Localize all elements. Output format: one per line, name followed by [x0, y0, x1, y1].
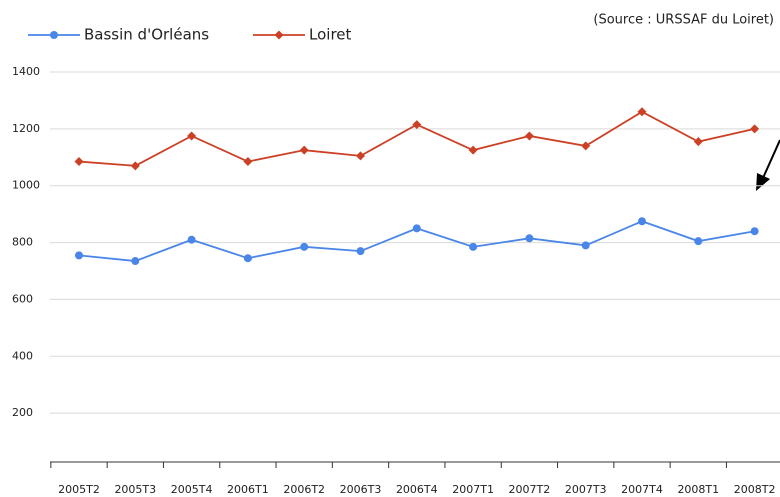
point: [693, 137, 703, 147]
y-tick-label: 400: [12, 349, 33, 362]
arrow: [756, 139, 780, 191]
point: [750, 124, 760, 134]
x-tick-label: 2007T3: [565, 483, 607, 496]
source-annotation: (Source : URSSAF du Loiret): [593, 13, 774, 28]
y-tick-label: 1400: [12, 65, 40, 78]
y-tick-label: 1200: [12, 122, 40, 135]
point: [75, 251, 83, 260]
point: [581, 141, 591, 151]
point: [412, 120, 422, 130]
x-tick-label: 2006T2: [283, 483, 325, 496]
point: [412, 224, 421, 233]
x-tick-label: 2008T1: [677, 483, 719, 496]
point: [187, 235, 196, 244]
point: [130, 161, 140, 171]
x-tick-label: 2007T1: [452, 483, 494, 496]
x-tick-label: 2005T2: [58, 483, 100, 496]
x-tick-label: 2007T2: [509, 483, 551, 496]
point: [187, 131, 197, 141]
point: [524, 131, 534, 141]
x-tick-label: 2005T4: [171, 483, 213, 496]
point: [300, 242, 309, 251]
point: [750, 227, 759, 236]
legend-label: Bassin d'Orléans: [84, 26, 209, 44]
legend-label: Loiret: [309, 26, 352, 44]
point: [637, 107, 647, 117]
y-tick-label: 600: [12, 292, 33, 305]
series-line: [78, 110, 755, 167]
point: [274, 30, 284, 40]
point: [356, 151, 365, 161]
point: [468, 145, 478, 155]
y-tick-label: 1000: [12, 179, 40, 192]
x-tick-label: 2006T1: [227, 483, 269, 496]
point: [50, 31, 58, 39]
x-tick-label: 2005T3: [114, 483, 156, 496]
point: [243, 254, 252, 263]
point: [694, 237, 703, 246]
point: [638, 217, 646, 226]
point: [356, 247, 365, 256]
point: [74, 157, 84, 167]
x-tick-label: 2007T4: [621, 483, 663, 496]
y-tick-label: 200: [12, 406, 33, 419]
point: [243, 157, 253, 167]
point: [299, 145, 309, 155]
y-tick-label: 800: [12, 236, 33, 249]
x-tick-label: 2006T4: [396, 483, 438, 496]
x-tick-label: 2008T2: [734, 483, 776, 496]
point: [525, 234, 534, 243]
point: [131, 257, 140, 266]
point: [581, 241, 590, 250]
x-tick-label: 2006T3: [340, 483, 382, 496]
point: [469, 242, 478, 251]
